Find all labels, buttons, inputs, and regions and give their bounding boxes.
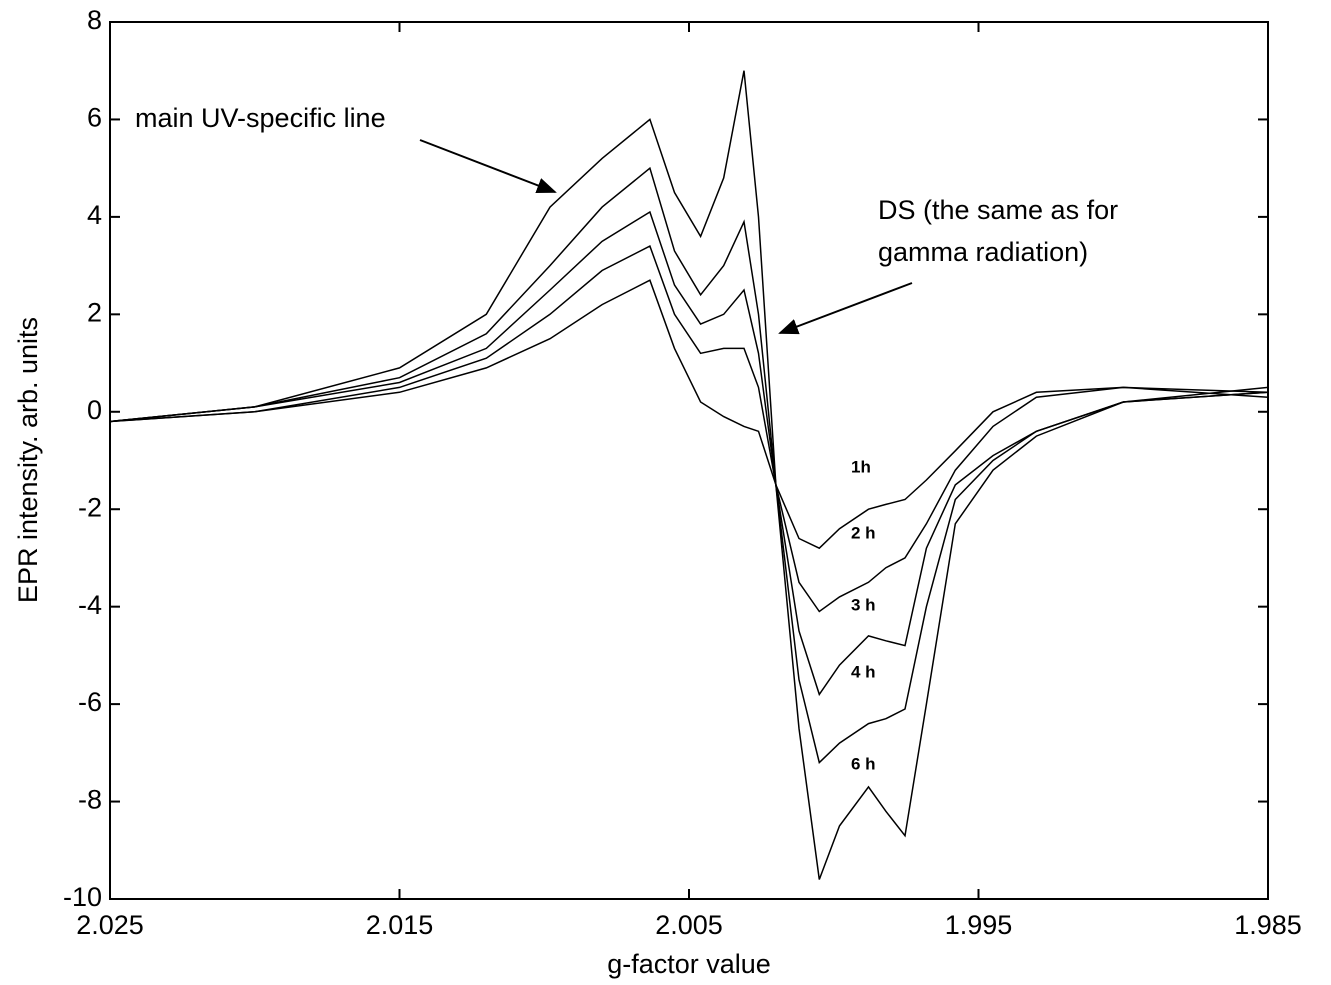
- y-tick-label: -8: [78, 785, 102, 815]
- y-tick-label: 0: [87, 395, 102, 425]
- y-tick-label: 8: [87, 5, 102, 35]
- x-tick-label: 2.015: [366, 910, 434, 940]
- x-tick-label: 1.995: [945, 910, 1013, 940]
- series-line: [109, 210, 1269, 697]
- x-tick-label: 2.025: [76, 910, 144, 940]
- y-tick-label: -10: [63, 882, 102, 912]
- series-line: [109, 245, 1269, 613]
- series-line: [109, 279, 1269, 550]
- series-label: 4 h: [851, 662, 876, 681]
- series-line: [109, 70, 1269, 880]
- y-tick-label: -2: [78, 492, 102, 522]
- series-label: 3 h: [851, 595, 876, 614]
- plot-frame: [109, 21, 1269, 900]
- annotation: main UV-specific line: [135, 103, 386, 133]
- y-tick-label: 4: [87, 200, 102, 230]
- annotation: gamma radiation): [878, 237, 1088, 267]
- series-label: 1h: [851, 457, 871, 476]
- y-tick-label: -6: [78, 687, 102, 717]
- series-label: 2 h: [851, 523, 876, 542]
- x-tick-label: 1.985: [1234, 910, 1302, 940]
- x-tick-label: 2.005: [655, 910, 723, 940]
- series-label: 6 h: [851, 754, 876, 773]
- y-axis-label: EPR intensity. arb. units: [13, 317, 43, 603]
- y-tick-label: 2: [87, 297, 102, 327]
- annotation-arrow: [778, 282, 913, 335]
- annotation: DS (the same as for: [878, 195, 1118, 225]
- annotation-arrow: [419, 139, 557, 193]
- y-tick-label: -4: [78, 590, 102, 620]
- series-line: [109, 166, 1269, 765]
- y-tick-label: 6: [87, 103, 102, 133]
- x-axis-label: g-factor value: [607, 949, 771, 979]
